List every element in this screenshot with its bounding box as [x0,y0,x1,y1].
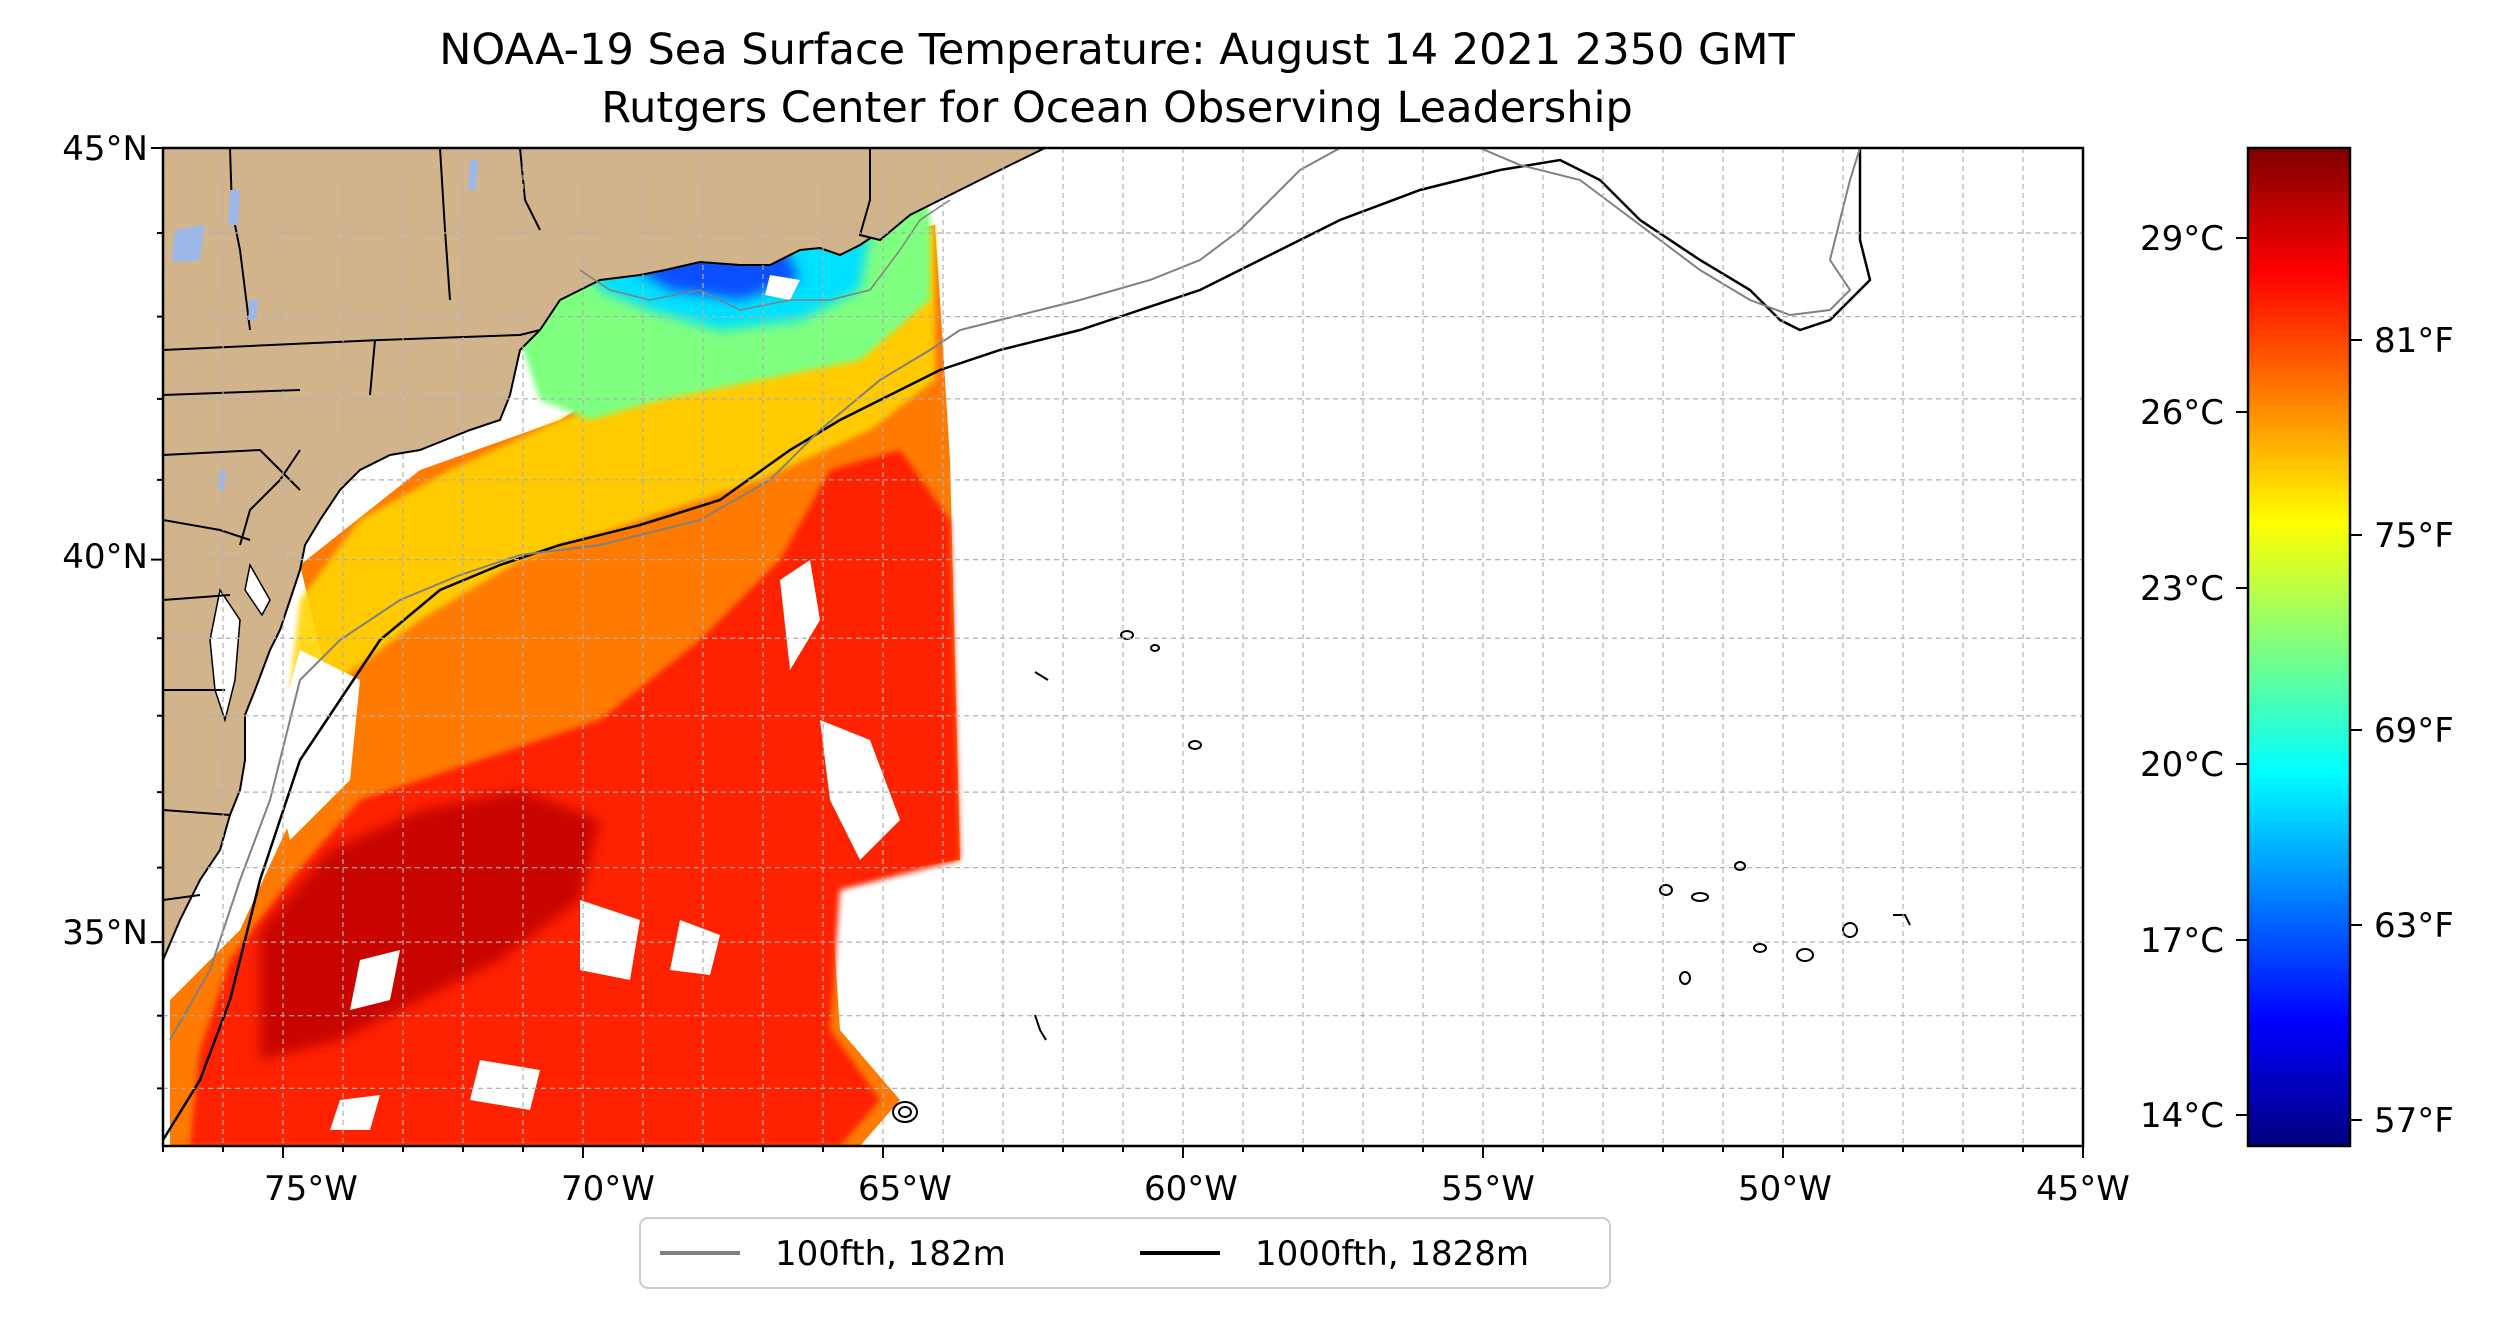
colorbar-celsius-ticks: 29°C 26°C 23°C 20°C 17°C 14°C [2140,219,2248,1136]
cb-c-17: 17°C [2140,921,2224,961]
colorbar-frame [2246,146,2352,1148]
legend-label-1000fth: 1000fth, 1828m [1255,1234,1529,1274]
lon-label-55: 55°W [1441,1169,1535,1209]
contour-100fth-east [1479,148,1861,317]
legend: 100fth, 182m 1000fth, 1828m [639,1217,1611,1289]
lon-label-60: 60°W [1144,1169,1238,1209]
latitude-labels: 45°N 40°N 35°N [62,129,148,953]
axis-ticks [151,147,2084,1158]
cloud-gap [670,920,720,975]
cb-f-69: 69°F [2374,711,2454,751]
cb-c-23: 23°C [2140,569,2224,609]
colorbar: 29°C 26°C 23°C 20°C 17°C 14°C 81°F 75°F … [2140,146,2454,1148]
lon-label-70: 70°W [561,1169,655,1209]
longitude-labels: 75°W 70°W 65°W 60°W 55°W 50°W 45°W [264,1169,2130,1209]
cb-f-75: 75°F [2374,516,2454,556]
cloud-gap [765,275,800,300]
cb-c-14: 14°C [2140,1096,2224,1136]
colorbar-fahrenheit-ticks: 81°F 75°F 69°F 63°F 57°F [2350,321,2454,1141]
gridlines [163,148,2083,1146]
delaware-bay [244,562,271,617]
colorbar-gradient [2248,148,2350,1146]
lat-label-35: 35°N [62,913,148,953]
legend-label-100fth: 100fth, 182m [775,1234,1006,1274]
figure-title: NOAA-19 Sea Surface Temperature: August … [439,25,1795,75]
land-nova-scotia [858,148,1046,242]
cb-c-26: 26°C [2140,393,2224,433]
figure-subtitle: Rutgers Center for Ocean Observing Leade… [601,83,1633,133]
cloud-gap [780,560,820,670]
cb-c-20: 20°C [2140,745,2224,785]
sst-hot-core [260,790,600,1060]
cb-f-63: 63°F [2374,906,2454,946]
state-borders [163,148,541,901]
contour-gulf-of-maine [579,199,951,311]
cb-f-57: 57°F [2374,1101,2454,1141]
lon-label-75: 75°W [264,1169,358,1209]
lon-label-65: 65°W [858,1169,952,1209]
lon-label-45: 45°W [2036,1169,2130,1209]
lon-label-50: 50°W [1738,1169,1832,1209]
cb-f-81: 81°F [2374,321,2454,361]
chesapeake-bay [209,588,241,723]
cloud-gap [820,720,900,860]
cb-c-29: 29°C [2140,219,2224,259]
lat-label-40: 40°N [62,537,148,577]
cloud-gap [350,950,400,1010]
cloud-gap [580,900,640,980]
lat-label-45: 45°N [62,129,148,169]
legend-box [639,1217,1611,1289]
map-area [163,148,2083,1146]
seamounts [892,630,1911,1123]
